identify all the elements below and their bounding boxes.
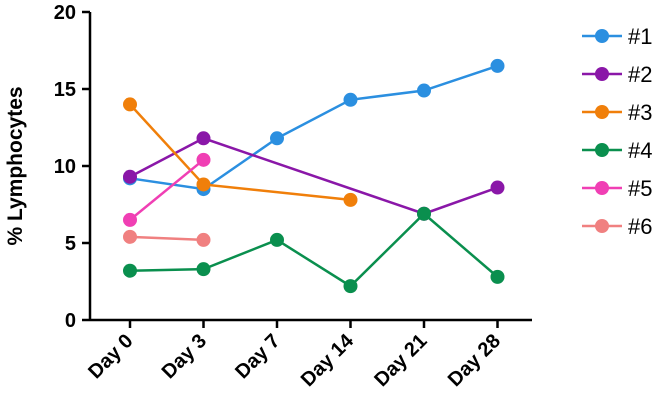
data-point (490, 269, 505, 284)
legend-label: #3 (628, 100, 652, 125)
x-tick-label: Day 0 (84, 330, 137, 383)
legend: #1 #2 #3 #4 #5 #6 (582, 24, 652, 239)
x-tick-label: Day 28 (444, 330, 505, 391)
legend-item: #1 (582, 24, 652, 49)
legend-label: #6 (628, 214, 652, 239)
y-axis-title: % Lymphocytes (4, 86, 27, 245)
data-point (196, 262, 211, 277)
plot-area (123, 58, 505, 294)
series-5 (123, 152, 211, 227)
data-point (123, 263, 137, 278)
data-point (490, 58, 505, 73)
legend-item: #6 (582, 214, 652, 239)
legend-label: #4 (628, 138, 652, 163)
data-point (490, 180, 505, 195)
legend-swatch-marker (595, 29, 609, 43)
x-tick-label: Day 7 (231, 330, 284, 383)
legend-label: #1 (628, 24, 652, 49)
legend-item: #4 (582, 138, 652, 163)
data-point (123, 169, 137, 184)
legend-item: #5 (582, 176, 652, 201)
y-tick-label: 5 (65, 233, 76, 255)
legend-label: #2 (628, 62, 652, 87)
y-tick-label: 15 (54, 79, 76, 101)
data-point (196, 131, 211, 146)
series-line (129, 64, 498, 191)
axes: 0 5 10 15 20 Day 0 Day 3 Day 7 Day 14 Day 21 Day … (54, 2, 532, 391)
series-3 (123, 97, 358, 207)
data-point (270, 131, 284, 146)
y-ticks: 0 5 10 15 20 (54, 2, 90, 332)
legend-swatch-marker (595, 143, 609, 157)
data-point (417, 83, 431, 98)
data-point (196, 177, 211, 192)
legend-item: #2 (582, 62, 652, 87)
series-line (129, 136, 498, 216)
series-line (129, 158, 205, 221)
legend-swatch-marker (595, 219, 609, 233)
legend-swatch-marker (595, 67, 609, 81)
data-point (417, 206, 431, 221)
x-tick-label: Day 14 (297, 329, 359, 391)
series-line (129, 235, 204, 242)
data-point (123, 97, 137, 112)
data-point (343, 92, 358, 107)
y-tick-label: 0 (65, 310, 76, 332)
x-tick-label: Day 3 (158, 330, 211, 383)
data-point (123, 212, 137, 227)
legend-item: #3 (582, 100, 652, 125)
y-tick-label: 20 (54, 2, 76, 24)
data-point (343, 279, 358, 294)
series-line (129, 212, 499, 288)
x-ticks: Day 0 Day 3 Day 7 Day 14 Day 21 Day 28 (84, 320, 505, 391)
data-point (123, 229, 137, 244)
series-4 (123, 206, 505, 294)
data-point (196, 152, 211, 167)
series-6 (123, 229, 211, 247)
y-tick-label: 10 (54, 156, 76, 178)
data-point (196, 232, 211, 247)
data-point (343, 192, 358, 207)
data-point (270, 232, 284, 247)
legend-swatch-marker (595, 105, 609, 119)
legend-swatch-marker (595, 181, 609, 195)
series-2 (123, 131, 505, 221)
legend-label: #5 (628, 176, 652, 201)
x-tick-label: Day 21 (370, 330, 431, 391)
